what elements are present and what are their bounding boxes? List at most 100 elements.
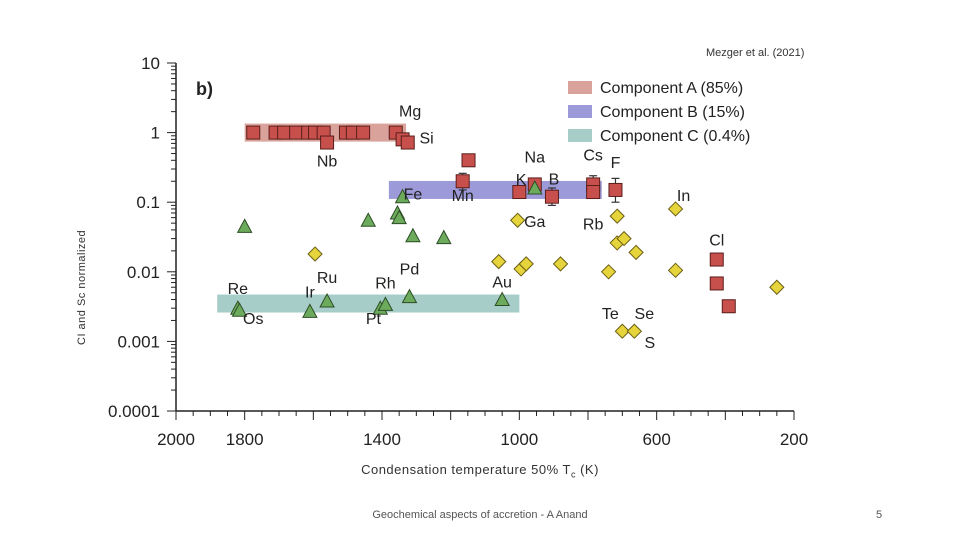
- element-label: In: [677, 188, 690, 205]
- data-points: [229, 125, 785, 339]
- element-label: F: [611, 155, 621, 172]
- diamond-point: [600, 264, 617, 280]
- square-point: [709, 276, 724, 291]
- legend-swatch-3: [568, 129, 592, 142]
- slide-number: 5: [876, 509, 883, 521]
- triangle-point: [236, 218, 253, 233]
- x-tick-label: 1400: [363, 430, 401, 449]
- square-point: [277, 125, 292, 140]
- square-point: [709, 252, 724, 267]
- element-annotation: Mg: [399, 104, 421, 121]
- diamond-point: [509, 212, 526, 228]
- element-label: Cs: [583, 147, 603, 164]
- element-label: Ru: [317, 270, 337, 287]
- x-tick-label: 200: [780, 430, 808, 449]
- element-label: Pd: [400, 262, 420, 279]
- triangle-point: [377, 296, 394, 311]
- diamond-point: [616, 230, 632, 247]
- y-tick-label: 0.01: [127, 263, 160, 282]
- diamond-point: [626, 323, 643, 339]
- chart-axes: [167, 62, 795, 420]
- triangle-point: [526, 179, 543, 195]
- square-point: [246, 125, 261, 140]
- square-point: [320, 135, 335, 150]
- x-axis-label: Condensation temperature 50% Tc (K): [0, 462, 960, 480]
- panel-label: b): [196, 79, 213, 99]
- y-tick-label: 0.001: [117, 332, 160, 351]
- element-label: Ir: [305, 284, 315, 301]
- element-annotation: S: [644, 335, 655, 352]
- element-label: Se: [635, 306, 655, 323]
- y-tick-label: 10: [141, 54, 160, 73]
- element-label: Si: [419, 130, 433, 147]
- element-label: Nb: [317, 154, 338, 171]
- square-point: [356, 125, 371, 140]
- slide-footer: Geochemical aspects of accretion - A Ana…: [372, 509, 588, 521]
- diamond-point: [491, 253, 507, 270]
- square-point: [400, 135, 415, 150]
- element-label: Te: [602, 306, 619, 323]
- x-tick-label: 1800: [226, 430, 264, 449]
- triangle-point: [360, 212, 377, 227]
- element-label: Cl: [709, 233, 724, 250]
- triangle-point: [435, 229, 452, 245]
- diamond-point: [552, 256, 569, 272]
- y-tick-label: 1: [151, 124, 160, 143]
- element-annotation: Os: [243, 311, 263, 328]
- diamond-point: [609, 208, 625, 224]
- diamond-point: [307, 246, 323, 262]
- square-point: [461, 153, 476, 168]
- x-axis-label-main: Condensation temperature 50% T: [361, 462, 571, 477]
- triangle-point: [302, 303, 318, 318]
- legend-label-2: Component B (15%): [600, 104, 745, 121]
- x-tick-label: 2000: [157, 430, 195, 449]
- square-point: [544, 189, 559, 204]
- tick-labels: 10 1 0.1 0.01 0.001 0.0001 2000 1800 1400 1000 600…: [108, 54, 808, 449]
- triangle-point: [391, 209, 408, 225]
- triangle-point: [401, 288, 418, 304]
- triangle-point: [494, 291, 511, 306]
- band-3: [217, 294, 520, 313]
- x-tick-label: 1000: [500, 430, 538, 449]
- square-point: [455, 174, 470, 189]
- triangle-point: [319, 292, 335, 308]
- square-point: [289, 125, 304, 140]
- element-label: Na: [525, 149, 546, 166]
- x-axis-label-unit: (K): [575, 462, 599, 477]
- element-label: Re: [228, 281, 249, 298]
- legend-label-3: Component C (0.4%): [600, 128, 750, 145]
- y-axis-label: CI and Sc normalized: [76, 229, 88, 345]
- legend-swatch-1: [568, 81, 592, 94]
- x-tick-label: 600: [642, 430, 670, 449]
- triangle-point: [231, 302, 248, 317]
- element-annotation: Ga: [524, 214, 545, 231]
- element-label: B: [549, 172, 560, 189]
- diamond-point: [769, 279, 785, 295]
- diamond-point: [518, 256, 534, 272]
- square-point: [721, 299, 736, 314]
- square-point: [586, 185, 601, 200]
- triangle-point: [405, 227, 421, 243]
- element-annotation: Rb: [583, 216, 604, 233]
- element-annotation: K: [516, 172, 527, 189]
- diamond-point: [628, 244, 644, 261]
- square-point: [608, 182, 623, 197]
- element-label: Au: [492, 274, 512, 291]
- element-annotation: Fe: [404, 187, 423, 204]
- legend: Component A (85%) Component B (15%) Compon…: [568, 80, 750, 145]
- diamond-point: [667, 201, 684, 217]
- y-tick-label: 0.1: [136, 193, 160, 212]
- citation: Mezger et al. (2021): [706, 47, 805, 59]
- diamond-point: [614, 323, 631, 339]
- x-axis-label-subscript: c: [570, 469, 576, 480]
- legend-label-1: Component A (85%): [600, 80, 743, 97]
- element-label: Rh: [375, 275, 395, 292]
- element-annotation: Pt: [366, 311, 382, 328]
- triangle-point: [394, 188, 411, 204]
- diamond-point: [667, 262, 684, 279]
- element-label: Mn: [452, 188, 474, 205]
- legend-swatch-2: [568, 105, 592, 118]
- y-tick-label: 0.0001: [108, 402, 160, 421]
